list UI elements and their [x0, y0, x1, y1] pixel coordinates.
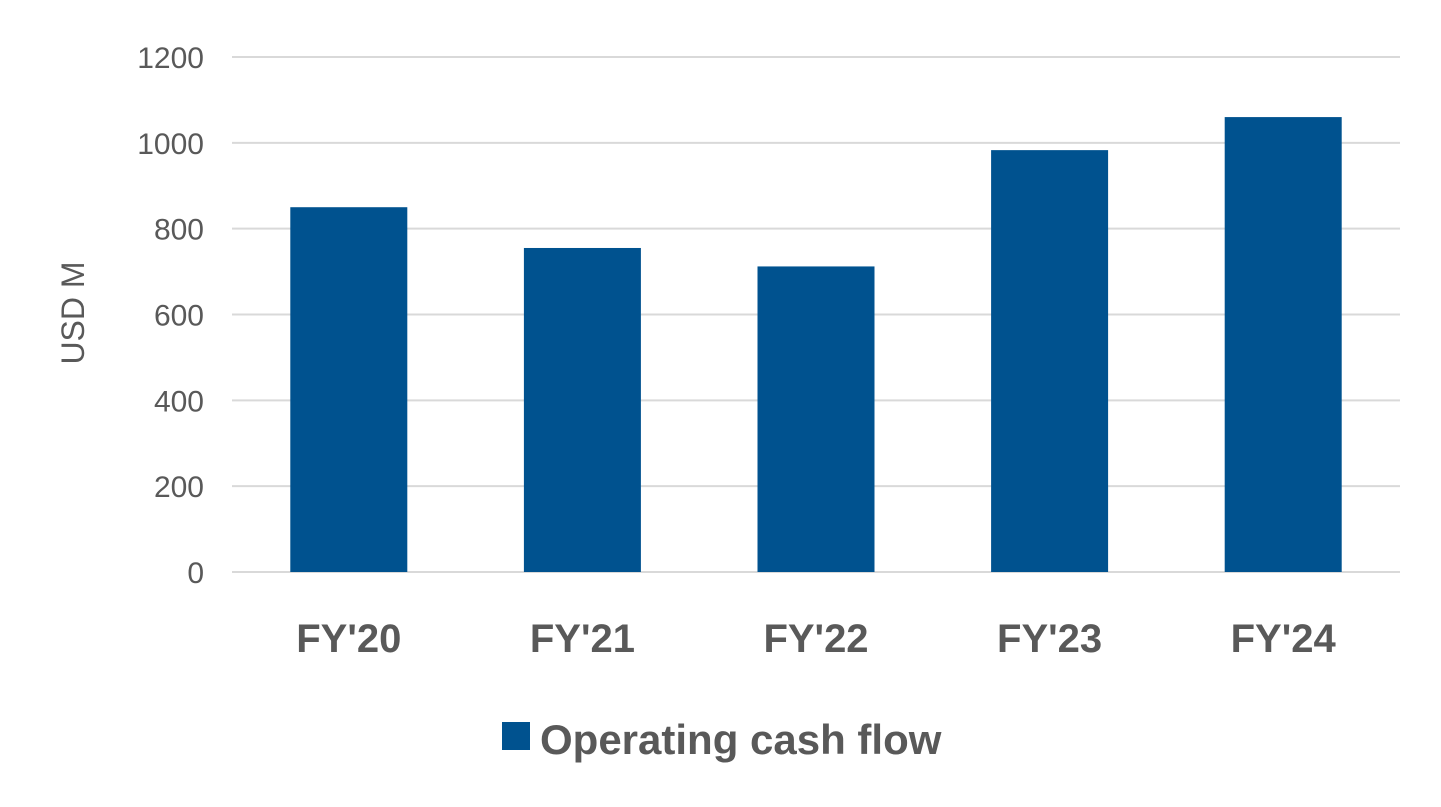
bars	[290, 117, 1342, 573]
y-tick-label: 600	[154, 300, 204, 333]
legend-swatch-operating-cash-flow	[502, 722, 530, 750]
y-axis-ticks: 0 200 400 600 800 1000 1200	[137, 42, 204, 590]
x-tick-label: FY'20	[296, 617, 401, 661]
bar-fy22[interactable]	[757, 266, 875, 572]
y-tick-label: 0	[187, 557, 204, 590]
x-tick-label: FY'24	[1231, 617, 1337, 661]
bar-fy21[interactable]	[523, 247, 641, 572]
x-axis-ticks: FY'20 FY'21 FY'22 FY'23 FY'24	[296, 617, 1336, 661]
x-tick-label: FY'23	[997, 617, 1102, 661]
legend[interactable]: Operating cash flow	[502, 716, 942, 763]
y-tick-label: 800	[154, 214, 204, 247]
y-tick-label: 200	[154, 471, 204, 504]
x-tick-label: FY'21	[530, 617, 635, 661]
x-tick-label: FY'22	[763, 617, 868, 661]
bar-fy23[interactable]	[991, 150, 1109, 573]
bar-fy20[interactable]	[290, 207, 408, 573]
legend-label-operating-cash-flow: Operating cash flow	[540, 716, 942, 763]
bar-fy24[interactable]	[1224, 117, 1342, 572]
y-tick-label: 1000	[137, 128, 204, 161]
y-axis-title: USD M	[55, 261, 91, 364]
y-tick-label: 400	[154, 385, 204, 418]
y-tick-label: 1200	[137, 42, 204, 75]
